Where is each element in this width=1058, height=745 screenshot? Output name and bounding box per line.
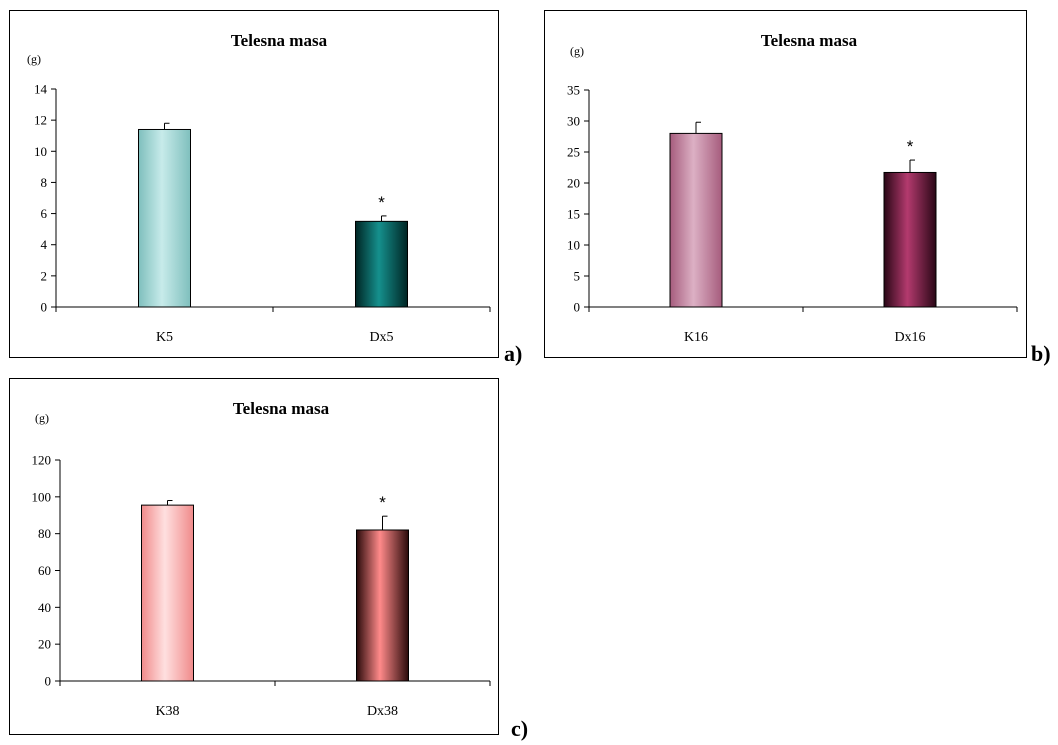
x-category-label: Dx38 <box>367 704 398 719</box>
y-tick-label: 15 <box>567 207 580 222</box>
panel-label-c: c) <box>511 716 529 741</box>
bar-Dx16 <box>883 171 937 308</box>
y-tick-label: 30 <box>567 114 580 129</box>
chart-panel-c: Telesna masa (g) 0 20 40 60 80 100 120 K38 * Dx38 <box>9 378 499 735</box>
y-tick-label: 0 <box>41 300 48 315</box>
significance-marker: * <box>379 493 386 512</box>
significance-marker: * <box>378 193 385 212</box>
y-tick-label: 25 <box>567 145 580 160</box>
bar-Dx5 <box>355 220 408 308</box>
x-category-label: K16 <box>684 330 708 345</box>
y-tick-label: 40 <box>38 600 51 615</box>
bar-K16 <box>669 132 723 308</box>
y-tick-label: 0 <box>574 300 581 315</box>
y-tick-label: 80 <box>38 526 51 541</box>
y-tick-label: 120 <box>32 453 52 468</box>
y-tick-label: 10 <box>567 238 580 253</box>
chart-title: Telesna masa <box>233 399 330 418</box>
y-tick-label: 8 <box>41 175 48 190</box>
y-tick-label: 20 <box>567 176 580 191</box>
y-tick-label: 2 <box>41 268 48 283</box>
significance-marker: * <box>907 137 914 156</box>
x-category-label: K38 <box>155 704 179 719</box>
y-tick-label: 4 <box>41 237 48 252</box>
chart-a-svg: Telesna masa (g) 0 2 4 6 8 10 12 14 K5 * Dx5 <box>27 31 491 345</box>
y-tick-label: 12 <box>34 113 47 128</box>
chart-b-svg: Telesna masa (g) 0 5 10 15 20 25 30 35 K16 * Dx16 <box>567 31 1018 345</box>
chart-title: Telesna masa <box>761 31 858 50</box>
y-tick-label: 0 <box>45 674 52 689</box>
y-tick-label: 20 <box>38 637 51 652</box>
chart-title: Telesna masa <box>231 31 328 50</box>
y-axis-unit: (g) <box>27 52 41 66</box>
bar-K5 <box>138 128 191 308</box>
y-tick-label: 5 <box>574 269 581 284</box>
x-category-label: Dx16 <box>894 330 925 345</box>
bar-Dx38 <box>356 529 409 682</box>
y-tick-label: 100 <box>32 489 52 504</box>
panel-label-a: a) <box>504 341 523 366</box>
chart-panel-b: Telesna masa (g) 0 5 10 15 20 25 30 35 K16 * Dx16 <box>544 10 1027 358</box>
chart-c-svg: Telesna masa (g) 0 20 40 60 80 100 120 K38 * Dx38 <box>32 399 491 719</box>
y-tick-label: 14 <box>34 82 48 97</box>
y-axis-unit: (g) <box>35 411 49 425</box>
y-tick-label: 6 <box>41 206 48 221</box>
panel-label-b: b) <box>1031 341 1051 366</box>
bar-K38 <box>141 504 194 682</box>
y-axis-unit: (g) <box>570 44 584 58</box>
y-tick-label: 10 <box>34 144 47 159</box>
chart-panel-a: Telesna masa (g) 0 2 4 6 8 10 12 14 K5 * Dx5 <box>9 10 499 358</box>
x-category-label: K5 <box>156 330 173 345</box>
y-tick-label: 60 <box>38 563 51 578</box>
x-category-label: Dx5 <box>369 330 393 345</box>
y-tick-label: 35 <box>567 83 580 98</box>
